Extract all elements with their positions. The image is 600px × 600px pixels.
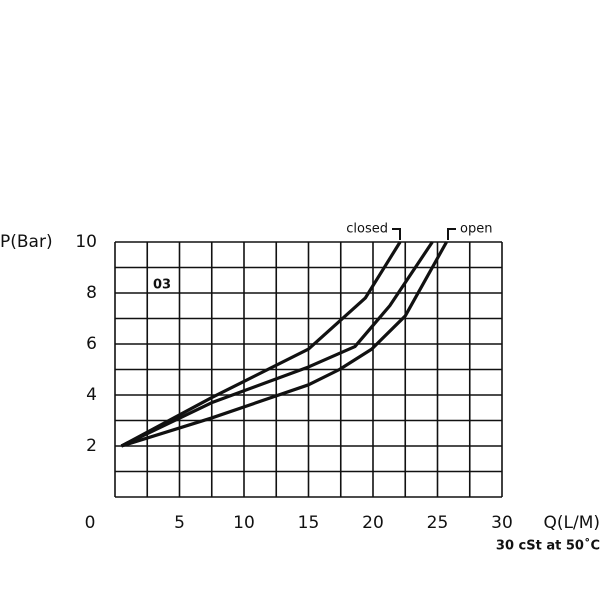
annotation: 30 cSt at 50˚C	[496, 538, 600, 554]
y-tick-label: 2	[86, 436, 97, 456]
x-tick-label: 5	[174, 513, 185, 533]
line	[120, 241, 434, 448]
x-tick-label: 0	[85, 513, 96, 533]
annotation: 03	[153, 278, 171, 293]
y-axis-label: P(Bar)	[0, 232, 53, 252]
y-tick-label: 8	[86, 283, 97, 303]
y-tick-label: 10	[75, 232, 97, 252]
x-tick-label: 15	[298, 513, 320, 533]
label-bracket	[447, 228, 456, 240]
series-label: open	[460, 222, 492, 237]
y-tick-label: 4	[86, 385, 97, 405]
y-tick-label: 6	[86, 334, 97, 354]
x-tick-label: 20	[362, 513, 384, 533]
label-bracket	[392, 228, 401, 240]
series-label: closed	[346, 222, 388, 237]
x-tick-label: 25	[427, 513, 449, 533]
x-tick-label: 30	[491, 513, 513, 533]
line	[120, 241, 448, 448]
line	[120, 241, 402, 448]
x-axis-label: Q(L/M)	[543, 513, 600, 533]
x-tick-label: 10	[233, 513, 255, 533]
